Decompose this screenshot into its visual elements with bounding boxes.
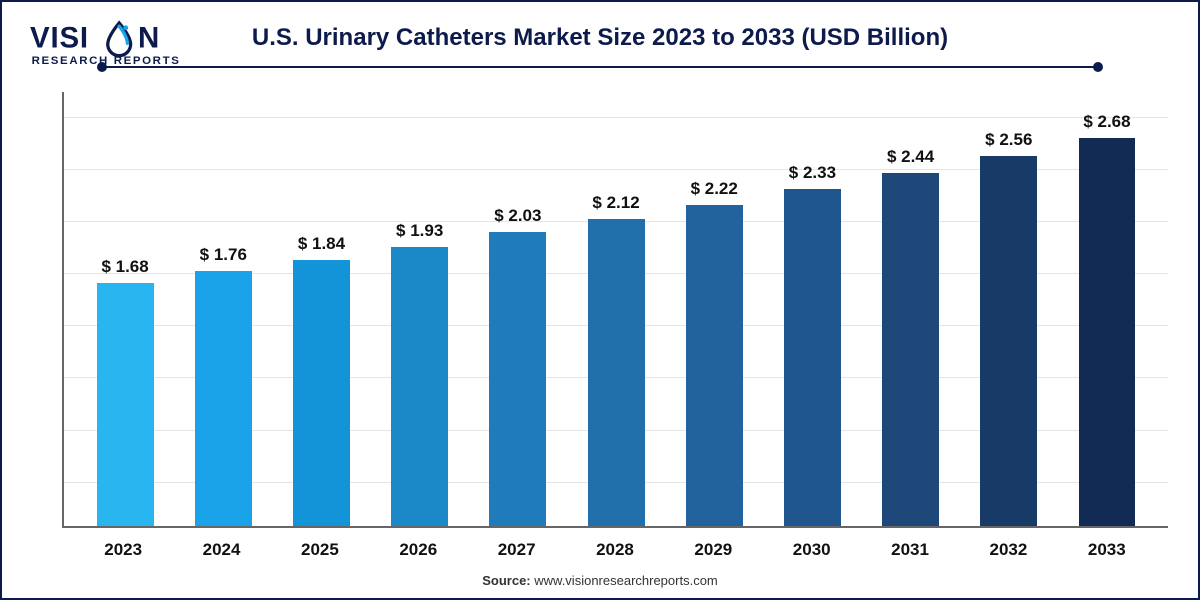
bar-column: $ 2.44 [862, 92, 960, 526]
bar-value-label: $ 1.93 [396, 221, 443, 241]
x-axis-label: 2028 [566, 540, 664, 560]
x-axis-label: 2031 [861, 540, 959, 560]
bars-container: $ 1.68 $ 1.76 $ 1.84 $ 1.93 $ 2.03 $ 2.12 $ 2.… [64, 92, 1168, 526]
bar [391, 247, 448, 526]
source-text: www.visionresearchreports.com [534, 573, 718, 588]
bar-value-label: $ 2.56 [985, 130, 1032, 150]
x-axis-label: 2033 [1058, 540, 1156, 560]
bar-value-label: $ 2.33 [789, 163, 836, 183]
bar-value-label: $ 1.84 [298, 234, 345, 254]
x-axis-label: 2025 [271, 540, 369, 560]
bar [882, 173, 939, 526]
x-axis-label: 2030 [763, 540, 861, 560]
bar [588, 219, 645, 526]
bar-column: $ 2.12 [567, 92, 665, 526]
title-underline [102, 66, 1098, 68]
bar-column: $ 1.84 [272, 92, 370, 526]
bar-value-label: $ 2.22 [691, 179, 738, 199]
bar-value-label: $ 2.12 [592, 193, 639, 213]
bar-column: $ 2.22 [665, 92, 763, 526]
bar-value-label: $ 2.03 [494, 206, 541, 226]
bar-column: $ 1.76 [174, 92, 272, 526]
plot-area: $ 1.68 $ 1.76 $ 1.84 $ 1.93 $ 2.03 $ 2.12 $ 2.… [62, 92, 1168, 528]
x-axis-label: 2023 [74, 540, 172, 560]
source-line: Source: www.visionresearchreports.com [2, 573, 1198, 588]
bar [97, 283, 154, 526]
bar-value-label: $ 2.68 [1083, 112, 1130, 132]
x-axis-labels: 2023202420252026202720282029203020312032… [62, 540, 1168, 560]
bar [195, 271, 252, 526]
bar-column: $ 2.56 [960, 92, 1058, 526]
x-axis-label: 2029 [664, 540, 762, 560]
bar-column: $ 1.68 [76, 92, 174, 526]
chart-frame: VISI N RESEARCH REPORTS U.S. Urinary Cat… [0, 0, 1200, 600]
x-axis-label: 2024 [172, 540, 270, 560]
bar [293, 260, 350, 526]
bar-value-label: $ 2.44 [887, 147, 934, 167]
chart-title: U.S. Urinary Catheters Market Size 2023 … [2, 24, 1198, 52]
bar-column: $ 1.93 [371, 92, 469, 526]
bar-column: $ 2.68 [1058, 92, 1156, 526]
bar-column: $ 2.03 [469, 92, 567, 526]
bar [980, 156, 1037, 526]
source-prefix: Source: [482, 573, 534, 588]
bar-value-label: $ 1.68 [101, 257, 148, 277]
x-axis-label: 2027 [467, 540, 565, 560]
bar-value-label: $ 1.76 [200, 245, 247, 265]
x-axis-label: 2026 [369, 540, 467, 560]
bar [784, 189, 841, 526]
bar [1079, 138, 1136, 526]
x-axis-label: 2032 [959, 540, 1057, 560]
bar [489, 232, 546, 526]
bar [686, 205, 743, 526]
bar-column: $ 2.33 [763, 92, 861, 526]
